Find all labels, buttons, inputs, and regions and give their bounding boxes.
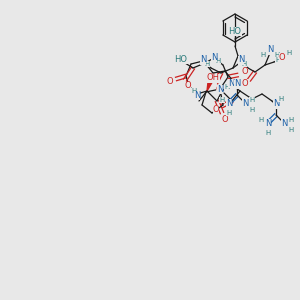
Text: H: H bbox=[278, 96, 284, 102]
Text: H: H bbox=[249, 107, 255, 113]
Text: N: N bbox=[194, 91, 200, 100]
Text: HO: HO bbox=[229, 26, 242, 35]
Text: O: O bbox=[242, 68, 248, 76]
Text: H: H bbox=[288, 127, 294, 133]
Text: OH: OH bbox=[206, 74, 220, 82]
Text: N: N bbox=[273, 100, 279, 109]
Text: N: N bbox=[281, 118, 287, 127]
Text: N: N bbox=[238, 56, 244, 64]
Text: H: H bbox=[215, 58, 220, 64]
Text: N: N bbox=[242, 98, 248, 107]
Text: O: O bbox=[279, 52, 285, 62]
Text: N: N bbox=[228, 79, 234, 88]
Text: H: H bbox=[274, 52, 280, 58]
Text: H: H bbox=[266, 130, 271, 136]
Text: H: H bbox=[258, 117, 264, 123]
Text: N: N bbox=[226, 98, 232, 107]
Text: H: H bbox=[286, 50, 292, 56]
Polygon shape bbox=[207, 81, 212, 91]
Text: N: N bbox=[211, 52, 217, 62]
Text: H: H bbox=[260, 52, 266, 58]
Text: H: H bbox=[242, 61, 247, 67]
Text: O: O bbox=[242, 79, 248, 88]
Text: H: H bbox=[224, 84, 230, 90]
Text: H: H bbox=[204, 61, 210, 67]
Text: O: O bbox=[216, 85, 222, 94]
Text: H: H bbox=[288, 117, 294, 123]
Text: H: H bbox=[275, 57, 281, 63]
Text: O: O bbox=[185, 82, 191, 91]
Text: N: N bbox=[217, 85, 223, 94]
Text: O: O bbox=[213, 104, 219, 113]
Text: N: N bbox=[234, 80, 240, 88]
Text: O: O bbox=[167, 76, 173, 85]
Text: HO: HO bbox=[175, 55, 188, 64]
Text: H: H bbox=[226, 110, 232, 116]
Text: H: H bbox=[249, 97, 255, 103]
Text: O: O bbox=[222, 115, 228, 124]
Text: N: N bbox=[267, 46, 273, 55]
Text: H: H bbox=[219, 97, 225, 103]
Text: N: N bbox=[265, 118, 271, 127]
Text: H: H bbox=[191, 88, 196, 94]
Text: N: N bbox=[200, 56, 206, 64]
